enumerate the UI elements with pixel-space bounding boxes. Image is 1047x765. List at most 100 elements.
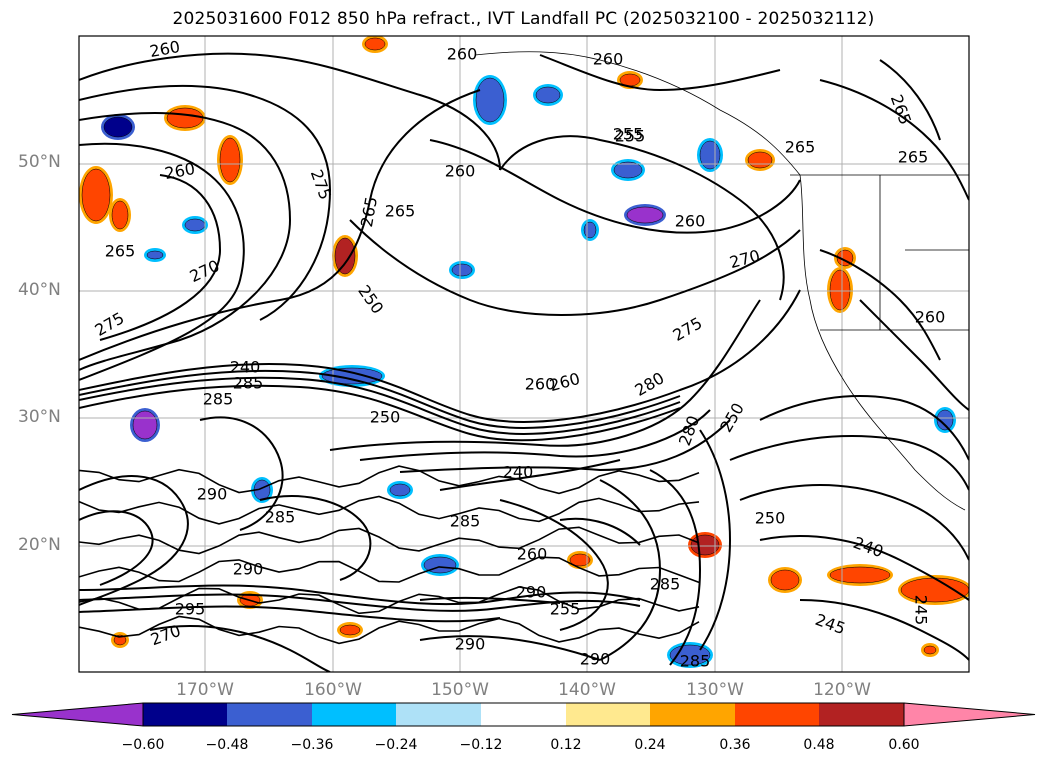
colorbar-tick-label: 0.24: [634, 737, 666, 753]
lon-label-150w: 150°W: [431, 680, 489, 700]
lon-label-130w: 130°W: [686, 680, 744, 700]
anomaly-fill-inner: [103, 116, 133, 138]
colorbar-segment: [312, 703, 396, 726]
anomaly-fill-inner: [219, 137, 241, 183]
anomaly-fill-inner: [535, 86, 561, 104]
contour-label: 265: [105, 242, 136, 261]
contour-line: [699, 429, 732, 651]
contour-line: [79, 465, 700, 495]
contour-line: [79, 52, 501, 171]
colorbar-tick-label: 0.60: [888, 737, 920, 753]
anomaly-fill-inner: [829, 269, 851, 311]
contour-label: 260: [517, 545, 548, 564]
contour-line: [79, 586, 700, 615]
contour-label: 290: [580, 650, 611, 669]
anomaly-fill-inner: [132, 410, 158, 440]
contour-line: [439, 459, 621, 491]
contour-line: [79, 376, 681, 435]
anomaly-fill-inner: [146, 250, 164, 260]
contour-label: 285: [450, 512, 481, 531]
contour-label: 260: [525, 375, 556, 394]
colorbar-segment: [143, 703, 227, 726]
anomaly-fill-inner: [923, 645, 937, 655]
colorbar-tick-label: −0.24: [374, 737, 418, 753]
contour-label: 265: [385, 202, 416, 221]
contour-line: [79, 475, 189, 606]
contour-line: [149, 625, 331, 672]
anomaly-fill-inner: [699, 140, 721, 170]
lat-label-30n: 30°N: [18, 407, 61, 427]
contour-line: [349, 219, 801, 316]
contour-line: [759, 395, 969, 461]
contour-line: [199, 416, 284, 531]
contour-line: [399, 419, 731, 473]
contour-line: [819, 249, 941, 361]
contour-line: [799, 599, 969, 661]
colorbar: [11, 702, 1036, 727]
anomaly-fill-inner: [626, 206, 664, 224]
contour-line: [419, 635, 601, 661]
contour-line: [79, 289, 801, 423]
contour-label: 260: [915, 308, 946, 327]
colorbar-under-arrow: [11, 702, 144, 727]
contour-label: 260: [593, 50, 624, 69]
lon-label-120w: 120°W: [813, 680, 871, 700]
refractivity-contours: [79, 52, 969, 672]
contour-line: [329, 299, 761, 451]
contour-label: 285: [680, 652, 711, 671]
contour-line: [499, 135, 785, 301]
contour-label: 240: [230, 358, 261, 377]
anomaly-fill-inner: [770, 569, 800, 591]
contour-line: [79, 526, 700, 555]
colorbar-segment: [735, 703, 819, 726]
anomaly-fill-inner: [166, 107, 204, 129]
contour-label: 290: [516, 583, 547, 602]
anomaly-fill-inner: [613, 161, 643, 179]
contour-line: [259, 495, 372, 581]
colorbar-tick-label: −0.36: [290, 737, 334, 753]
contour-line: [79, 556, 700, 584]
lat-label-50n: 50°N: [18, 152, 61, 172]
colorbar-segment: [396, 703, 481, 726]
colorbar-tick-label: 0.36: [719, 737, 751, 753]
contour-label: 250: [755, 509, 786, 528]
colorbar-segment: [650, 703, 735, 726]
contour-line: [429, 139, 801, 234]
colorbar-tick-label: 0.12: [550, 737, 582, 753]
contour-line: [359, 409, 711, 461]
contour-label: 255: [550, 600, 581, 619]
lat-label-40n: 40°N: [18, 280, 61, 300]
colorbar-segment: [227, 703, 312, 726]
anomaly-fill-inner: [339, 624, 361, 636]
colorbar-segment: [566, 703, 650, 726]
anomaly-fill-inner: [900, 577, 969, 603]
contour-line: [79, 89, 481, 361]
contour-line: [859, 299, 969, 411]
anomaly-fill-inner: [321, 367, 383, 385]
lon-label-170w: 170°W: [176, 680, 234, 700]
contour-line: [419, 596, 561, 604]
coastline-layer: [474, 51, 969, 511]
contour-line: [79, 112, 292, 371]
contour-line: [79, 615, 700, 645]
lon-label-140w: 140°W: [558, 680, 616, 700]
contour-line: [539, 54, 781, 92]
contour-label: 285: [265, 508, 296, 527]
contour-label: 250: [370, 408, 401, 427]
colorbar-segment: [819, 703, 904, 726]
plot-frame: [78, 35, 970, 673]
contour-line: [739, 484, 969, 561]
anomaly-fill-inner: [364, 37, 386, 51]
contour-label: 295: [175, 600, 206, 619]
contour-line: [79, 384, 681, 442]
anomaly-fill-inner: [81, 168, 111, 222]
contour-line: [729, 435, 969, 491]
anomaly-fill-inner: [334, 237, 356, 275]
contour-label: 245: [912, 595, 931, 626]
contour-line: [79, 84, 332, 321]
colorbar-frame: [142, 702, 905, 727]
contour-line: [559, 517, 641, 546]
contour-line: [79, 142, 245, 381]
anomaly-fill-inner: [583, 221, 597, 239]
